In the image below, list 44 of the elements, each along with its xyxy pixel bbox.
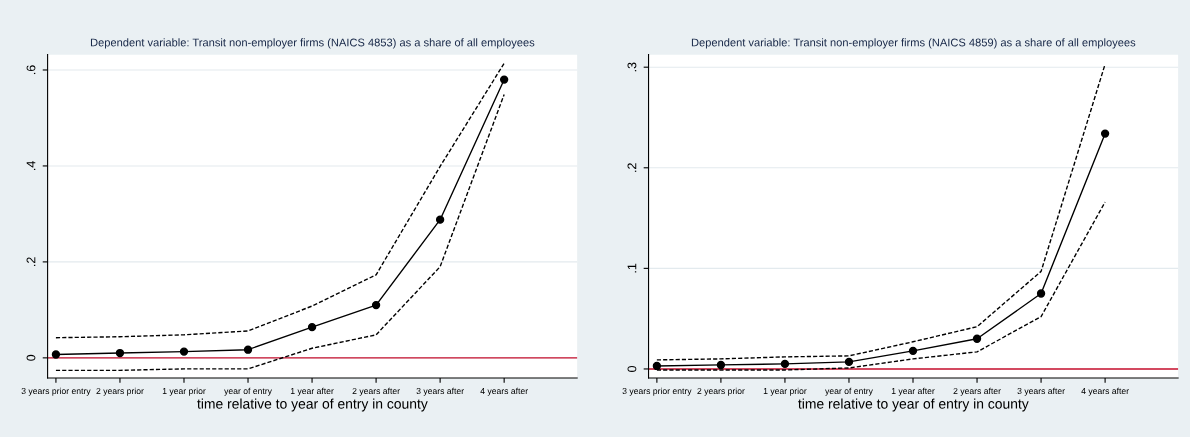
point [1036, 289, 1046, 298]
x-tick-label: 3 years prior entry [622, 387, 692, 396]
chart-title: Dependent variable: Transit non-employer firms (NAICS 4859) as a share of all employees [691, 38, 1136, 49]
x-tick-label: 4 years after [480, 387, 528, 396]
point [908, 346, 918, 356]
y-tick-label: .4 [26, 161, 36, 171]
point [716, 360, 726, 370]
x-tick-label: 1 year after [290, 387, 334, 396]
x-tick-label: 3 years after [416, 387, 464, 396]
point [307, 322, 317, 332]
point [435, 215, 445, 224]
x-tick-label: 2 years prior [96, 387, 144, 396]
x-tick-label: 4 years after [1081, 387, 1129, 396]
point [243, 345, 253, 354]
x-axis-title: time relative to year of entry in county [798, 398, 1029, 412]
x-tick-label: 1 year after [891, 387, 935, 396]
y-tick-label: 0 [26, 354, 36, 361]
x-tick-label: 2 years after [953, 387, 1001, 396]
point [499, 75, 509, 84]
point [1100, 129, 1110, 138]
point [844, 357, 854, 367]
y-tick-label: 0 [627, 365, 637, 372]
y-tick-label: .6 [26, 65, 36, 75]
point [652, 361, 662, 371]
y-tick-label: .2 [26, 257, 36, 266]
point [179, 347, 189, 356]
x-tick-label: 1 year prior [763, 387, 807, 396]
x-tick-label: year of entry [224, 387, 272, 396]
point [371, 300, 381, 310]
x-tick-label: 2 years prior [697, 387, 745, 396]
y-tick-label: .3 [627, 62, 637, 72]
x-tick-label: 1 year prior [162, 387, 206, 396]
x-tick-label: 3 years after [1017, 387, 1065, 396]
y-tick-label: .1 [627, 263, 637, 273]
y-tick-label: .2 [627, 163, 637, 172]
x-tick-label: 3 years prior entry [21, 387, 91, 396]
x-tick-label: 2 years after [352, 387, 400, 396]
chart-title: Dependent variable: Transit non-employer firms (NAICS 4853) as a share of all employees [90, 38, 535, 49]
point [115, 348, 125, 358]
point [972, 334, 982, 343]
x-axis-title: time relative to year of entry in county [197, 398, 428, 412]
point [51, 350, 61, 359]
point [780, 359, 790, 369]
x-tick-label: year of entry [825, 387, 873, 396]
